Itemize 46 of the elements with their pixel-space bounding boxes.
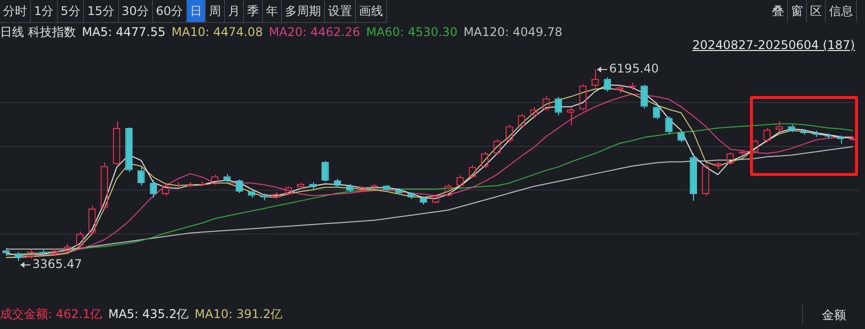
annotation: 6195.40: [609, 62, 659, 76]
candlestick: [382, 186, 390, 192]
text: 成交金额: 462.1亿: [0, 307, 102, 321]
candlestick: [677, 130, 685, 143]
text: 30分: [118, 0, 153, 22]
text: 多周期: [282, 0, 326, 22]
text: 20240827-20250604 (187): [692, 38, 855, 52]
text: MA20: 4462.26: [268, 25, 360, 39]
candlestick: [346, 184, 354, 193]
text: 15分: [84, 0, 119, 22]
text: 窗: [788, 0, 807, 22]
text: MA10: 4474.08: [172, 25, 263, 39]
text: 金额: [802, 305, 865, 325]
annotation: 3365.47: [32, 257, 82, 272]
candlestick: [137, 166, 145, 186]
candlestick: [14, 251, 22, 262]
text: 画线: [356, 0, 388, 22]
candlestick: [322, 160, 329, 182]
text: 月: [225, 0, 244, 22]
text: 1分: [31, 0, 58, 22]
text: MA60: 4530.30: [366, 25, 458, 39]
text: 周: [206, 0, 226, 22]
candlestick: [309, 182, 317, 190]
text: 区: [807, 0, 826, 22]
candlestick: [690, 153, 698, 202]
text: MA5: 4477.55: [82, 25, 166, 39]
text: 信息: [826, 0, 857, 22]
candlestick: [836, 134, 844, 144]
text: MA10: 391.2亿: [194, 307, 283, 321]
text: 年: [263, 0, 282, 22]
candlestick: [665, 116, 672, 135]
text: 季: [244, 0, 264, 22]
text: MA120: 4049.78: [463, 25, 562, 39]
chart-title: 日线 科技指数: [0, 25, 76, 39]
candlestick: [554, 96, 562, 116]
text: MA5: 435.2亿: [108, 307, 189, 321]
text: 分时: [0, 0, 31, 22]
candlestick: [800, 128, 808, 136]
text: 60分: [152, 0, 188, 22]
text: 叠: [769, 0, 788, 22]
candlestick: [125, 128, 133, 172]
text: 设置: [325, 0, 356, 22]
candlestick: [334, 178, 342, 188]
text: 日: [187, 0, 206, 22]
candlestick: [2, 247, 10, 256]
text: 5分: [58, 0, 84, 22]
